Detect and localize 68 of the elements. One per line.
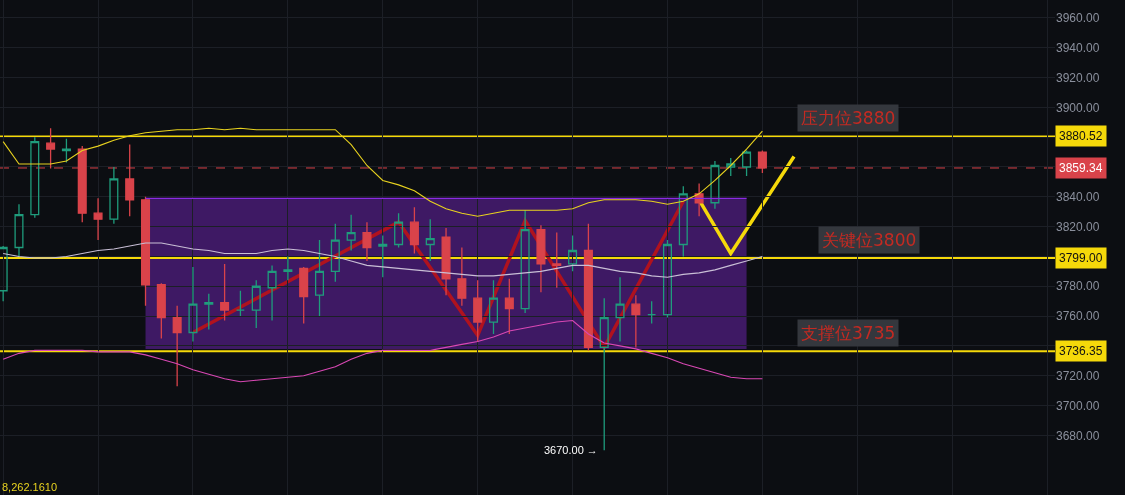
candlestick [488,279,499,335]
candlestick [14,203,24,258]
candlestick [188,266,198,343]
candlestick [330,222,340,283]
candlestick [520,209,530,314]
y-tick-label: 3700.00 [1056,398,1100,413]
annotation: 3670.00 → [544,444,598,456]
candlestick [204,293,214,331]
candlestick [568,234,578,273]
ref-line-label: 3736.35 [1059,344,1103,358]
candlestick [362,221,372,262]
candlestick [220,263,230,322]
candlestick [299,266,309,325]
candlestick [0,245,8,302]
y-tick-label: 3960.00 [1056,11,1100,26]
ref-line-label: 3859.34 [1059,161,1103,175]
candlestick [726,157,736,177]
y-tick-label: 3840.00 [1056,190,1100,205]
ref-line-label: 3880.52 [1059,129,1103,143]
ref-line-label: 3799.00 [1059,251,1103,265]
candlestick [599,297,609,451]
candlestick [457,246,467,307]
line-series [2,127,763,217]
candlestick [631,294,641,349]
candlestick [615,276,625,343]
y-tick-label: 3940.00 [1056,40,1100,55]
y-tick-label: 3920.00 [1056,70,1100,85]
candlestick [46,127,56,170]
candlestick [156,282,166,340]
y-tick-label: 3720.00 [1056,368,1100,383]
candlestick [346,214,356,252]
candlestick [710,160,720,210]
candlestick [93,197,103,241]
candlestick [552,231,562,289]
candlestick [647,300,657,325]
annotation: 压力位3880 [801,108,896,128]
candlestick [235,290,245,317]
y-tick-label: 3820.00 [1056,219,1100,234]
candlestick [678,185,688,258]
candlestick [251,279,261,329]
y-tick-label: 3780.00 [1056,279,1100,294]
candlestick [314,239,325,317]
y-tick-label: 3900.00 [1056,100,1100,115]
candlestick [583,222,593,352]
candlestick [267,264,277,322]
candlestick [378,234,388,278]
candlestick [61,138,71,164]
candlestick [409,206,419,255]
candlestick [283,255,293,281]
candlestick [109,166,119,225]
annotation: 8,262.1610 [2,481,58,493]
candlestick [536,224,546,293]
candlestick [425,218,435,262]
candlestick [140,196,151,307]
candlestick [172,305,182,387]
candlestick [394,212,404,249]
annotation: 支撑位3735 [801,323,896,343]
candlestick [30,136,40,219]
candlestick [504,278,514,335]
candlestick [742,149,752,177]
annotation: 关键位3800 [822,230,917,250]
line-series [2,242,763,278]
y-tick-label: 3680.00 [1056,428,1100,443]
line-series [2,320,763,383]
candlestick [441,227,451,296]
y-tick-label: 3760.00 [1056,309,1100,324]
candlestick [662,239,673,319]
candlestick [473,279,483,343]
